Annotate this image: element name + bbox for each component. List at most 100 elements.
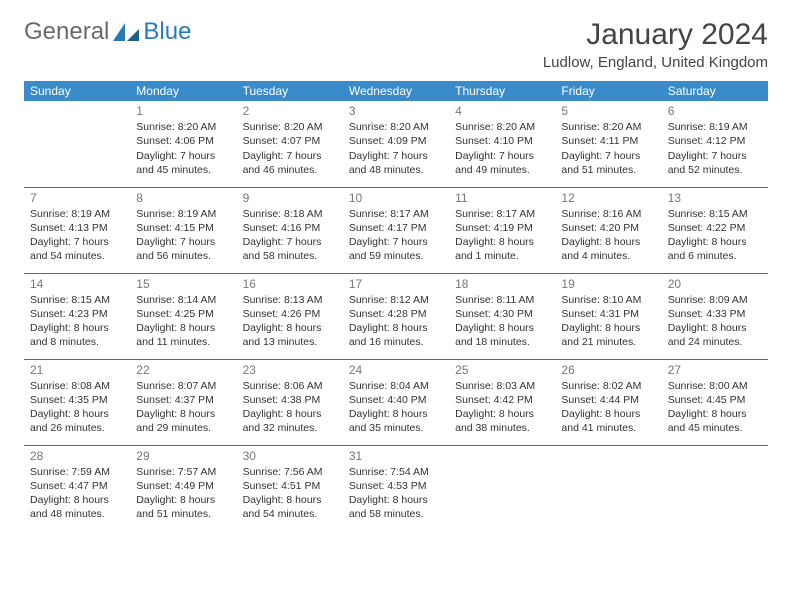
sunset-text: Sunset: 4:45 PM	[668, 393, 762, 407]
brand-logo: General Blue	[24, 18, 191, 46]
sunrise-text: Sunrise: 8:20 AM	[349, 120, 443, 134]
daylight-text: Daylight: 8 hours and 11 minutes.	[136, 321, 230, 349]
sunset-text: Sunset: 4:44 PM	[561, 393, 655, 407]
sunrise-text: Sunrise: 8:03 AM	[455, 379, 549, 393]
calendar-cell	[449, 445, 555, 531]
calendar-cell: 10Sunrise: 8:17 AMSunset: 4:17 PMDayligh…	[343, 187, 449, 273]
sunset-text: Sunset: 4:49 PM	[136, 479, 230, 493]
daylight-text: Daylight: 7 hours and 58 minutes.	[243, 235, 337, 263]
calendar-cell: 1Sunrise: 8:20 AMSunset: 4:06 PMDaylight…	[130, 101, 236, 187]
calendar-cell: 26Sunrise: 8:02 AMSunset: 4:44 PMDayligh…	[555, 359, 661, 445]
daylight-text: Daylight: 7 hours and 46 minutes.	[243, 149, 337, 177]
sunset-text: Sunset: 4:26 PM	[243, 307, 337, 321]
daylight-text: Daylight: 8 hours and 35 minutes.	[349, 407, 443, 435]
sunrise-text: Sunrise: 8:20 AM	[243, 120, 337, 134]
sunrise-text: Sunrise: 8:10 AM	[561, 293, 655, 307]
title-block: January 2024 Ludlow, England, United Kin…	[543, 18, 768, 71]
calendar-row: 21Sunrise: 8:08 AMSunset: 4:35 PMDayligh…	[24, 359, 768, 445]
calendar-cell: 28Sunrise: 7:59 AMSunset: 4:47 PMDayligh…	[24, 445, 130, 531]
daylight-text: Daylight: 8 hours and 24 minutes.	[668, 321, 762, 349]
sunrise-text: Sunrise: 7:59 AM	[30, 465, 124, 479]
sail-icon	[113, 23, 139, 41]
sunrise-text: Sunrise: 8:07 AM	[136, 379, 230, 393]
daylight-text: Daylight: 7 hours and 56 minutes.	[136, 235, 230, 263]
day-number: 25	[455, 362, 549, 378]
daylight-text: Daylight: 8 hours and 16 minutes.	[349, 321, 443, 349]
sunrise-text: Sunrise: 8:12 AM	[349, 293, 443, 307]
calendar-cell: 23Sunrise: 8:06 AMSunset: 4:38 PMDayligh…	[237, 359, 343, 445]
daylight-text: Daylight: 8 hours and 38 minutes.	[455, 407, 549, 435]
header: General Blue January 2024 Ludlow, Englan…	[24, 18, 768, 71]
day-number: 8	[136, 190, 230, 206]
sunrise-text: Sunrise: 8:08 AM	[30, 379, 124, 393]
day-number: 28	[30, 448, 124, 464]
daylight-text: Daylight: 8 hours and 6 minutes.	[668, 235, 762, 263]
calendar-cell: 20Sunrise: 8:09 AMSunset: 4:33 PMDayligh…	[662, 273, 768, 359]
sunset-text: Sunset: 4:19 PM	[455, 221, 549, 235]
sunset-text: Sunset: 4:16 PM	[243, 221, 337, 235]
day-number: 30	[243, 448, 337, 464]
daylight-text: Daylight: 8 hours and 13 minutes.	[243, 321, 337, 349]
daylight-text: Daylight: 8 hours and 1 minute.	[455, 235, 549, 263]
daylight-text: Daylight: 7 hours and 54 minutes.	[30, 235, 124, 263]
calendar-cell: 5Sunrise: 8:20 AMSunset: 4:11 PMDaylight…	[555, 101, 661, 187]
day-number: 18	[455, 276, 549, 292]
brand-part1: General	[24, 18, 109, 46]
sunrise-text: Sunrise: 7:54 AM	[349, 465, 443, 479]
day-number: 21	[30, 362, 124, 378]
sunrise-text: Sunrise: 8:20 AM	[455, 120, 549, 134]
weekday-header: Tuesday	[237, 81, 343, 101]
sunrise-text: Sunrise: 8:20 AM	[136, 120, 230, 134]
day-number: 6	[668, 103, 762, 119]
day-number: 13	[668, 190, 762, 206]
calendar-cell: 4Sunrise: 8:20 AMSunset: 4:10 PMDaylight…	[449, 101, 555, 187]
calendar-cell: 6Sunrise: 8:19 AMSunset: 4:12 PMDaylight…	[662, 101, 768, 187]
daylight-text: Daylight: 8 hours and 4 minutes.	[561, 235, 655, 263]
day-number: 10	[349, 190, 443, 206]
sunrise-text: Sunrise: 8:17 AM	[455, 207, 549, 221]
daylight-text: Daylight: 7 hours and 51 minutes.	[561, 149, 655, 177]
daylight-text: Daylight: 8 hours and 45 minutes.	[668, 407, 762, 435]
calendar-cell: 21Sunrise: 8:08 AMSunset: 4:35 PMDayligh…	[24, 359, 130, 445]
day-number: 11	[455, 190, 549, 206]
day-number: 3	[349, 103, 443, 119]
calendar-cell: 18Sunrise: 8:11 AMSunset: 4:30 PMDayligh…	[449, 273, 555, 359]
sunset-text: Sunset: 4:47 PM	[30, 479, 124, 493]
sunset-text: Sunset: 4:20 PM	[561, 221, 655, 235]
sunrise-text: Sunrise: 8:19 AM	[136, 207, 230, 221]
daylight-text: Daylight: 7 hours and 49 minutes.	[455, 149, 549, 177]
calendar-row: 28Sunrise: 7:59 AMSunset: 4:47 PM Dayligh…	[24, 445, 768, 531]
day-number: 12	[561, 190, 655, 206]
daylight-text: Daylight: 7 hours and 59 minutes.	[349, 235, 443, 263]
sunset-text: Sunset: 4:15 PM	[136, 221, 230, 235]
daylight-text: Daylight: 7 hours and 45 minutes.	[136, 149, 230, 177]
day-number: 31	[349, 448, 443, 464]
calendar-cell: 2Sunrise: 8:20 AMSunset: 4:07 PMDaylight…	[237, 101, 343, 187]
calendar-cell: 17Sunrise: 8:12 AMSunset: 4:28 PMDayligh…	[343, 273, 449, 359]
sunset-text: Sunset: 4:38 PM	[243, 393, 337, 407]
weekday-header: Saturday	[662, 81, 768, 101]
sunrise-text: Sunrise: 8:02 AM	[561, 379, 655, 393]
weekday-header: Wednesday	[343, 81, 449, 101]
daylight-text: Daylight: 7 hours and 52 minutes.	[668, 149, 762, 177]
title-location: Ludlow, England, United Kingdom	[543, 54, 768, 71]
sunrise-text: Sunrise: 7:56 AM	[243, 465, 337, 479]
sunset-text: Sunset: 4:31 PM	[561, 307, 655, 321]
day-number: 27	[668, 362, 762, 378]
sunset-text: Sunset: 4:10 PM	[455, 134, 549, 148]
day-number: 26	[561, 362, 655, 378]
day-number: 2	[243, 103, 337, 119]
sunset-text: Sunset: 4:07 PM	[243, 134, 337, 148]
sunrise-text: Sunrise: 8:15 AM	[30, 293, 124, 307]
calendar-cell: 29Sunrise: 7:57 AMSunset: 4:49 PMDayligh…	[130, 445, 236, 531]
sunrise-text: Sunrise: 8:18 AM	[243, 207, 337, 221]
daylight-text: Daylight: 8 hours and 54 minutes.	[243, 493, 337, 521]
day-number: 4	[455, 103, 549, 119]
daylight-text: Daylight: 8 hours and 51 minutes.	[136, 493, 230, 521]
day-number: 29	[136, 448, 230, 464]
calendar-cell: 22Sunrise: 8:07 AMSunset: 4:37 PMDayligh…	[130, 359, 236, 445]
day-number: 19	[561, 276, 655, 292]
sunrise-text: Sunrise: 8:16 AM	[561, 207, 655, 221]
calendar-cell: 12Sunrise: 8:16 AMSunset: 4:20 PMDayligh…	[555, 187, 661, 273]
sunrise-text: Sunrise: 8:14 AM	[136, 293, 230, 307]
